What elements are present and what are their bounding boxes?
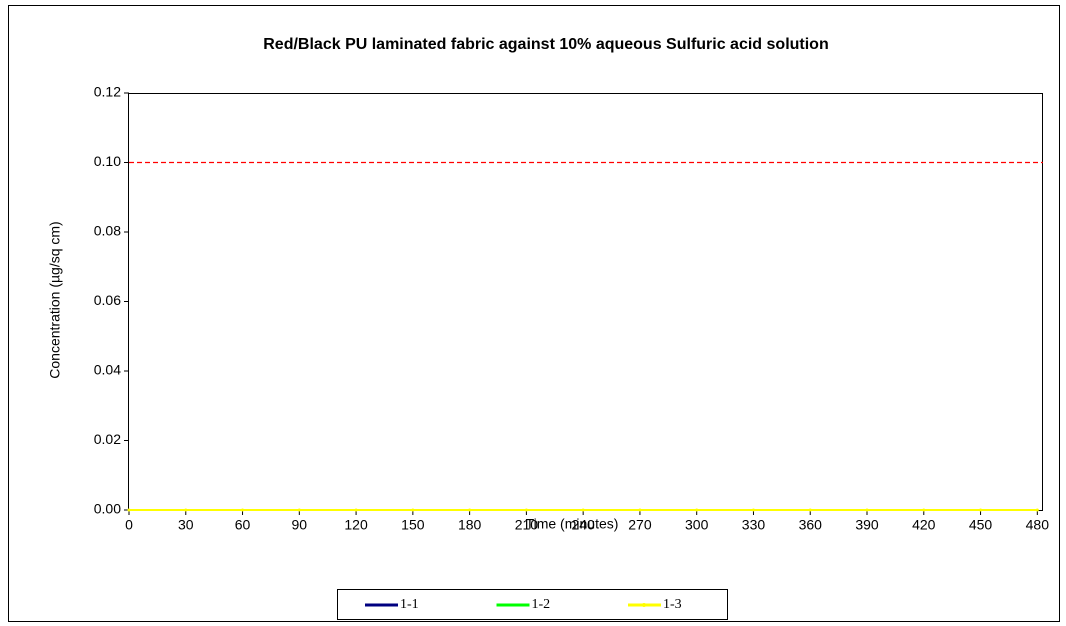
x-tick-label: 180 (458, 517, 482, 533)
x-tick-label: 90 (292, 517, 308, 533)
x-tick-label: 0 (125, 517, 133, 533)
series-marker (808, 508, 812, 512)
series-marker (1035, 508, 1039, 512)
legend-label: 1-1 (400, 597, 419, 612)
x-tick-label: 450 (969, 517, 993, 533)
y-tick-label: 0.06 (94, 292, 121, 308)
series-marker (354, 508, 358, 512)
series-marker (581, 508, 585, 512)
y-tick-label: 0.04 (94, 362, 121, 378)
x-tick-label: 360 (799, 517, 823, 533)
legend-label: 1-3 (663, 597, 682, 612)
y-axis-label: Concentration (µg/sq cm) (47, 221, 63, 378)
y-tick-label: 0.08 (94, 223, 121, 239)
x-tick-label: 240 (571, 517, 595, 533)
x-tick-label: 30 (178, 517, 194, 533)
x-tick-label: 60 (235, 517, 251, 533)
chart-title: Red/Black PU laminated fabric against 10… (263, 36, 828, 53)
x-tick-label: 330 (742, 517, 766, 533)
series-marker (241, 508, 245, 512)
series-marker (751, 508, 755, 512)
x-tick-label: 480 (1026, 517, 1050, 533)
series-marker (865, 508, 869, 512)
x-tick-label: 390 (855, 517, 879, 533)
series-marker (411, 508, 415, 512)
series-marker (184, 508, 188, 512)
x-tick-label: 150 (401, 517, 425, 533)
x-axis-label: Time (minutes) (526, 516, 619, 532)
series-marker (695, 508, 699, 512)
x-tick-label: 120 (344, 517, 368, 533)
legend-box (337, 589, 728, 620)
series-marker (127, 508, 131, 512)
y-tick-label: 0.02 (94, 431, 121, 447)
series-marker (524, 508, 528, 512)
x-tick-label: 270 (628, 517, 652, 533)
series-marker (922, 508, 926, 512)
series-marker (468, 508, 472, 512)
legend-marker (642, 603, 646, 607)
y-tick-label: 0.12 (94, 84, 121, 100)
chart-border (8, 5, 1060, 622)
x-tick-label: 210 (515, 517, 539, 533)
y-tick-label: 0.10 (94, 153, 121, 169)
y-tick-label: 0.00 (94, 501, 121, 517)
x-tick-label: 300 (685, 517, 709, 533)
series-marker (297, 508, 301, 512)
x-tick-label: 420 (912, 517, 936, 533)
legend-label: 1-2 (532, 597, 551, 612)
series-marker (638, 508, 642, 512)
series-marker (979, 508, 983, 512)
